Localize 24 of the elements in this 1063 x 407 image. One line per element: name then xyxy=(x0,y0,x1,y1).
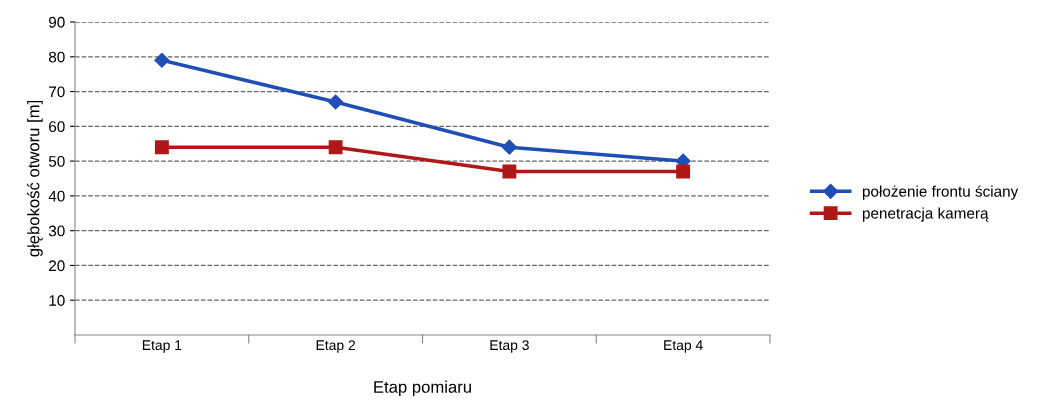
point xyxy=(501,139,517,155)
x-tick-label: Etap 3 xyxy=(490,340,529,353)
x-tick-label: Etap 4 xyxy=(664,340,703,353)
point xyxy=(328,140,343,155)
y-tick-label: 20 xyxy=(49,260,65,272)
y-tick-label: 80 xyxy=(48,51,65,63)
point xyxy=(328,94,344,110)
y-tick-label: 10 xyxy=(49,295,65,306)
point xyxy=(154,52,170,68)
y-tick-label: 70 xyxy=(49,86,65,98)
point xyxy=(502,164,517,179)
x-tick-label: Etap 1 xyxy=(142,340,182,353)
y-axis-title: głębokość otworu [m] xyxy=(26,100,43,257)
y-tick-label: 50 xyxy=(48,155,65,167)
legend-label: penetracja kamerą xyxy=(862,207,989,222)
y-tick-label: 90 xyxy=(49,16,65,28)
y-tick-label: 30 xyxy=(48,225,65,237)
x-tick-label: Etap 2 xyxy=(316,340,356,353)
y-tick-label: 60 xyxy=(49,121,65,133)
x-axis-title: Etap pomiaru xyxy=(374,380,471,397)
point xyxy=(154,140,169,155)
legend-label: położenie frontu ściany xyxy=(862,185,1019,200)
y-tick-label: 40 xyxy=(48,190,65,202)
point xyxy=(676,164,691,179)
